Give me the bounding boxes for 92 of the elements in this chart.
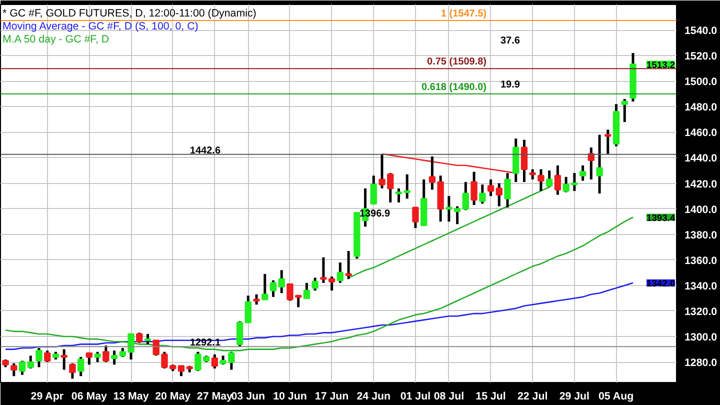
candlestick: [529, 168, 536, 181]
candlestick: [270, 279, 277, 298]
candlestick: [236, 320, 244, 348]
y-tick-label: 1500.0: [684, 76, 718, 88]
x-tick-label: 10 Jun: [273, 390, 307, 402]
candlestick: [504, 172, 511, 209]
x-tick-label: 29 Jul: [559, 390, 590, 402]
y-tick-label: 1280.0: [684, 357, 718, 370]
candlestick: [44, 349, 51, 364]
candlestick: [110, 349, 118, 366]
text: M.A 50 day - GC #F, D: [2, 34, 110, 46]
candlestick: [10, 362, 18, 378]
candlestick: [395, 187, 402, 204]
x-tick-label: 06 May: [71, 390, 108, 402]
x-tick-label: 13 May: [113, 390, 149, 402]
candlestick: [571, 172, 578, 192]
candlestick: [102, 344, 110, 364]
candlestick: [462, 180, 470, 212]
candlestick: [86, 352, 93, 366]
annotation: 19.9: [500, 80, 520, 90]
x-tick-label: 24 Jun: [356, 390, 391, 402]
x-tick-label: 03 Jun: [231, 390, 266, 402]
candlestick: [77, 356, 84, 378]
candlestick: [496, 182, 502, 208]
candlestick: [328, 275, 336, 292]
candlestick: [27, 354, 34, 370]
text: 1513.2: [646, 60, 676, 70]
candlestick: [370, 174, 377, 205]
candlestick: [303, 282, 310, 300]
candlestick: [345, 250, 352, 280]
y-tick-label: 1320.0: [684, 306, 718, 318]
candlestick: [136, 331, 143, 344]
y-tick-label: 1360.0: [684, 254, 718, 267]
candlestick: [253, 293, 260, 306]
candlestick: [312, 276, 318, 292]
y-tick-label: 1460.0: [684, 127, 718, 140]
candlestick: [60, 348, 68, 371]
candlestick: [320, 256, 327, 284]
x-tick-label: 22 Jul: [517, 390, 548, 402]
x-tick-label: 17 Jun: [314, 390, 349, 402]
candlestick: [621, 98, 628, 124]
y-tick-label: 1540.0: [684, 25, 718, 38]
candlestick: [152, 339, 160, 357]
candlestick: [538, 168, 544, 192]
y-tick-label: 1340.0: [684, 280, 718, 292]
y-tick-label: 1420.0: [684, 178, 718, 190]
candlestick: [596, 134, 603, 195]
text: Moving Average - GC #F, D (S, 100, 0, C): [2, 20, 198, 32]
candlestick: [546, 169, 553, 188]
y-tick-label: 1400.0: [684, 204, 718, 216]
x-tick-label: 29 Apr: [30, 390, 64, 402]
candlestick: [18, 360, 26, 376]
candlestick: [211, 353, 218, 370]
candlestick: [554, 164, 562, 196]
candlestick: [579, 164, 586, 182]
candlestick: [94, 350, 101, 364]
candlestick: [604, 128, 612, 156]
candlestick: [336, 261, 344, 284]
candlestick: [244, 294, 252, 324]
ref-line-label: 0.618 (1490.0): [421, 82, 487, 93]
y-tick-label: 1380.0: [684, 229, 718, 242]
candlestick: [562, 176, 570, 194]
candlestick: [487, 178, 494, 198]
candlestick: [520, 138, 528, 184]
ref-line-label: 0.75 (1509.8): [427, 56, 487, 68]
candlestick: [412, 206, 419, 230]
y-tick-label: 1440.0: [684, 152, 718, 165]
x-tick-label: 20 May: [155, 390, 191, 402]
y-tick-label: 1480.0: [684, 102, 718, 114]
annotation: 37.6: [500, 36, 520, 46]
candlestick: [479, 183, 486, 205]
candlestick: [404, 173, 410, 200]
ref-line-label: 1292.1: [190, 338, 221, 349]
x-tick-label: 08 Jul: [434, 390, 464, 402]
candlestick: [278, 268, 285, 294]
line-series: [4, 216, 634, 352]
candlestick: [144, 332, 152, 346]
x-tick-label: 27 May: [196, 390, 233, 402]
chart-title: * GC #F, GOLD FUTURES, D, 12:00-11:00 (Dynamic): [2, 8, 256, 20]
candlestick: [262, 272, 268, 301]
y-tick-label: 1300.0: [684, 332, 718, 344]
x-tick-label: 05 Aug: [598, 390, 634, 402]
x-tick-label: 15 Jul: [476, 390, 506, 402]
x-tick-label: 01 Jul: [400, 390, 431, 402]
ref-line-label: 1 (1547.5): [440, 8, 487, 20]
data-label: 1393.4: [646, 212, 676, 223]
candlestick: [36, 346, 42, 368]
data-label: 1342.0: [646, 278, 676, 288]
candlestick: [69, 362, 76, 380]
ref-line-label: 1442.6: [190, 145, 221, 156]
y-tick-label: 1520.0: [684, 50, 718, 63]
candlestick: [470, 170, 478, 206]
